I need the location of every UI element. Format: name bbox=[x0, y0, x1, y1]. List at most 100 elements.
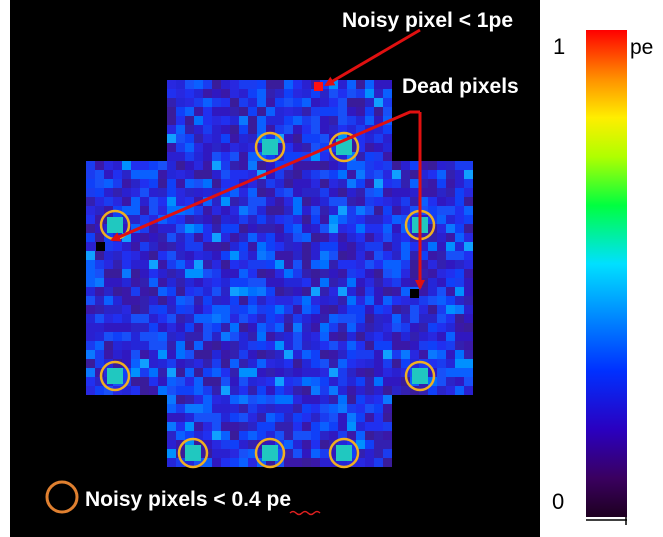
heatmap-cell bbox=[257, 89, 266, 98]
heatmap-cell bbox=[248, 386, 257, 395]
heatmap-cell bbox=[374, 368, 383, 377]
heatmap-cell bbox=[392, 386, 401, 395]
heatmap-cell bbox=[185, 215, 194, 224]
heatmap-cell bbox=[311, 332, 320, 341]
heatmap-cell bbox=[455, 260, 464, 269]
heatmap-cell bbox=[329, 314, 338, 323]
heatmap-cell bbox=[383, 224, 392, 233]
heatmap-cell bbox=[203, 440, 212, 449]
heatmap-cell bbox=[149, 215, 158, 224]
heatmap-cell bbox=[248, 449, 257, 458]
heatmap-cell bbox=[437, 215, 446, 224]
heatmap-cell bbox=[131, 251, 140, 260]
heatmap-cell bbox=[374, 305, 383, 314]
heatmap-cell bbox=[365, 134, 374, 143]
heatmap-cell bbox=[437, 179, 446, 188]
heatmap-cell bbox=[221, 152, 230, 161]
heatmap-cell bbox=[392, 260, 401, 269]
heatmap-cell bbox=[419, 305, 428, 314]
heatmap-cell bbox=[338, 287, 347, 296]
heatmap-cell bbox=[176, 143, 185, 152]
heatmap-cell bbox=[239, 251, 248, 260]
heatmap-cell bbox=[464, 341, 473, 350]
heatmap-cell bbox=[239, 350, 248, 359]
heatmap-cell bbox=[176, 170, 185, 179]
heatmap-cell bbox=[446, 359, 455, 368]
heatmap-cell bbox=[365, 332, 374, 341]
heatmap-cell bbox=[113, 350, 122, 359]
heatmap-cell bbox=[248, 305, 257, 314]
heatmap-cell bbox=[464, 368, 473, 377]
heatmap-cell bbox=[392, 233, 401, 242]
heatmap-cell bbox=[230, 233, 239, 242]
heatmap-cell bbox=[86, 323, 95, 332]
heatmap-cell bbox=[356, 458, 365, 467]
heatmap-cell bbox=[311, 377, 320, 386]
heatmap-cell bbox=[185, 368, 194, 377]
heatmap-cell bbox=[275, 206, 284, 215]
heatmap-cell bbox=[239, 386, 248, 395]
heatmap-cell bbox=[338, 107, 347, 116]
heatmap-cell bbox=[212, 206, 221, 215]
heatmap-cell bbox=[284, 125, 293, 134]
heatmap-cell bbox=[212, 314, 221, 323]
heatmap-cell bbox=[284, 134, 293, 143]
heatmap-cell bbox=[95, 224, 104, 233]
heatmap-cell bbox=[284, 80, 293, 89]
heatmap-cell bbox=[167, 215, 176, 224]
heatmap-cell bbox=[437, 350, 446, 359]
heatmap-cell bbox=[113, 260, 122, 269]
heatmap-cell bbox=[86, 377, 95, 386]
heatmap-cell bbox=[203, 341, 212, 350]
heatmap-cell bbox=[392, 197, 401, 206]
heatmap-cell bbox=[365, 143, 374, 152]
heatmap-cell bbox=[194, 278, 203, 287]
heatmap-cell bbox=[131, 368, 140, 377]
heatmap-cell bbox=[320, 260, 329, 269]
heatmap-cell bbox=[455, 278, 464, 287]
heatmap-cell bbox=[122, 377, 131, 386]
heatmap-cell bbox=[212, 386, 221, 395]
heatmap-cell bbox=[437, 278, 446, 287]
heatmap-cell bbox=[311, 206, 320, 215]
heatmap-cell bbox=[167, 350, 176, 359]
heatmap-cell bbox=[221, 98, 230, 107]
pixel-map bbox=[86, 80, 473, 467]
heatmap-cell bbox=[428, 341, 437, 350]
heatmap-cell bbox=[320, 422, 329, 431]
heatmap-cell bbox=[320, 251, 329, 260]
heatmap-cell bbox=[275, 440, 284, 449]
heatmap-cell bbox=[455, 170, 464, 179]
heatmap-cell bbox=[239, 440, 248, 449]
heatmap-cell bbox=[275, 251, 284, 260]
heatmap-cell bbox=[338, 179, 347, 188]
heatmap-cell bbox=[401, 278, 410, 287]
heatmap-cell bbox=[149, 359, 158, 368]
heatmap-cell bbox=[284, 296, 293, 305]
heatmap-cell bbox=[167, 197, 176, 206]
heatmap-cell bbox=[230, 296, 239, 305]
heatmap-cell bbox=[338, 269, 347, 278]
heatmap-cell bbox=[284, 215, 293, 224]
heatmap-cell bbox=[194, 161, 203, 170]
heatmap-cell bbox=[203, 395, 212, 404]
heatmap-cell bbox=[410, 188, 419, 197]
heatmap-cell bbox=[266, 323, 275, 332]
heatmap-cell bbox=[311, 179, 320, 188]
heatmap-cell bbox=[86, 233, 95, 242]
heatmap-cell bbox=[284, 458, 293, 467]
heatmap-cell bbox=[239, 143, 248, 152]
heatmap-cell bbox=[185, 206, 194, 215]
heatmap-cell bbox=[338, 260, 347, 269]
heatmap-cell bbox=[374, 116, 383, 125]
heatmap-cell bbox=[176, 341, 185, 350]
heatmap-cell bbox=[239, 359, 248, 368]
heatmap-cell bbox=[248, 143, 257, 152]
heatmap-cell bbox=[266, 413, 275, 422]
heatmap-cell bbox=[329, 377, 338, 386]
heatmap-cell bbox=[320, 449, 329, 458]
heatmap-cell bbox=[176, 188, 185, 197]
heatmap-cell bbox=[437, 368, 446, 377]
heatmap-cell bbox=[266, 134, 275, 143]
heatmap-cell bbox=[302, 422, 311, 431]
